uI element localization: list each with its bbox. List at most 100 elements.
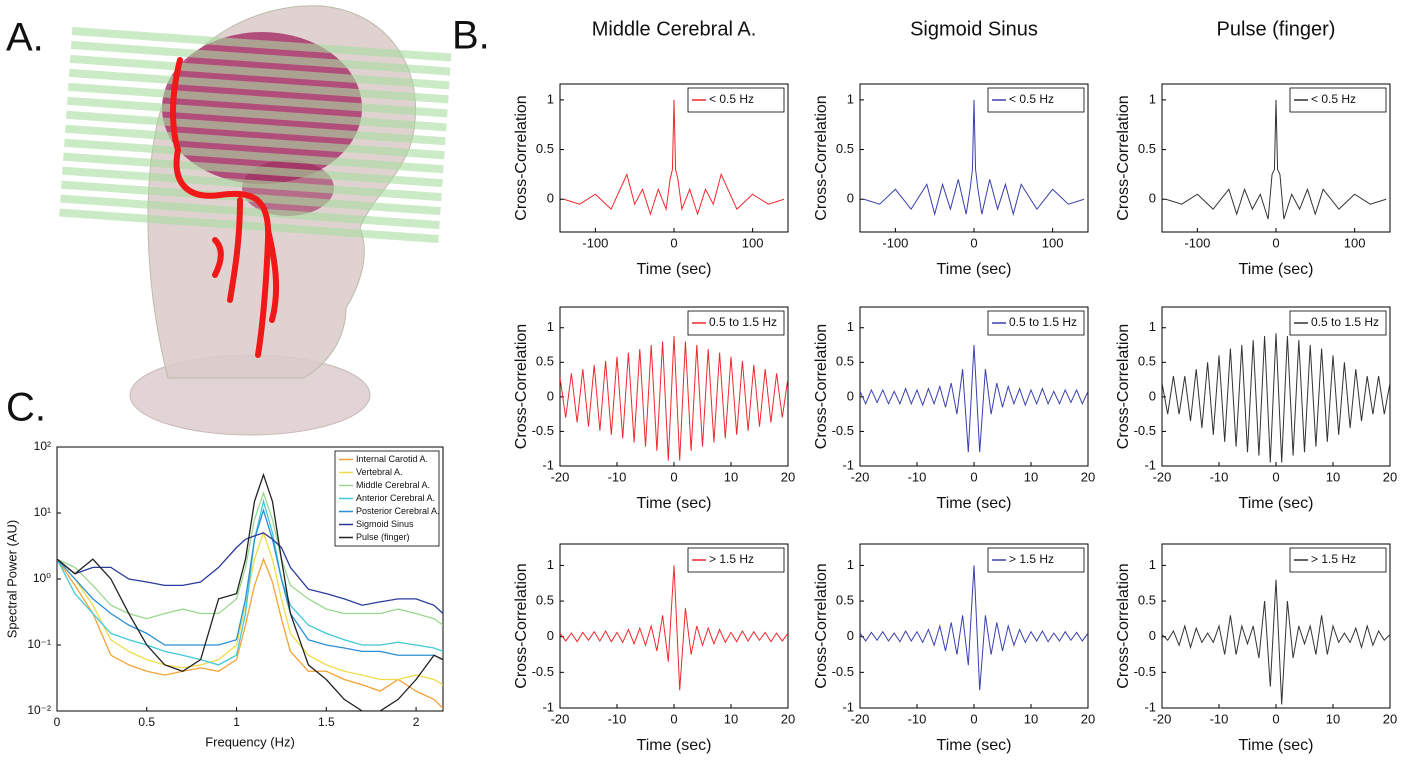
y-tick-label: 1 <box>1149 319 1156 334</box>
x-tick-label: -10 <box>908 711 927 726</box>
legend-label: 0.5 to 1.5 Hz <box>1311 315 1379 329</box>
data-line <box>1162 333 1390 463</box>
y-tick-label: -1 <box>842 457 854 472</box>
y-tick-label: 0.5 <box>536 592 554 607</box>
y-tick-label: 0.5 <box>1138 141 1156 156</box>
y-tick-label: 0 <box>1149 628 1156 643</box>
legend-label: Vertebral A. <box>356 467 403 477</box>
x-tick-label: -20 <box>851 469 870 484</box>
x-tick-label: 10 <box>1326 711 1340 726</box>
x-tick-label: 0 <box>970 235 977 250</box>
y-axis-label: Cross-Correlation <box>1115 563 1132 688</box>
x-tick-label: 10 <box>724 711 738 726</box>
x-tick-label: -10 <box>608 469 627 484</box>
y-axis-label: Cross-Correlation <box>813 95 830 220</box>
y-axis-label: Cross-Correlation <box>1115 95 1132 220</box>
y-tick-label: 0 <box>547 388 554 403</box>
legend-label: Middle Cerebral A. <box>356 480 430 490</box>
x-tick-label: 100 <box>1344 235 1366 250</box>
data-line <box>560 565 788 691</box>
head-rendering <box>59 5 452 436</box>
x-tick-label: 0 <box>970 469 977 484</box>
legend-box <box>1289 87 1387 113</box>
y-axis-label: Cross-Correlation <box>513 324 530 449</box>
y-axis-label: Cross-Correlation <box>813 563 830 688</box>
x-tick-label: 20 <box>1081 711 1095 726</box>
data-line <box>57 557 443 709</box>
y-tick-label: 1 <box>1149 91 1156 106</box>
y-tick-label: 0.5 <box>1138 354 1156 369</box>
data-line <box>57 532 443 614</box>
y-axis-label: Cross-Correlation <box>813 324 830 449</box>
x-tick-label: 20 <box>1081 469 1095 484</box>
x-tick-label: 2 <box>413 715 420 729</box>
x-axis-label: Frequency (Hz) <box>205 734 295 749</box>
y-axis-label: Spectral Power (AU) <box>4 520 19 638</box>
legend-label: Posterior Cerebral A. <box>356 506 440 516</box>
x-tick-label: -20 <box>851 711 870 726</box>
legend-label: > 1.5 Hz <box>709 552 754 566</box>
chart-title: Middle Cerebral A. <box>592 18 757 40</box>
chart-title: Sigmoid Sinus <box>910 18 1038 40</box>
data-line <box>1162 579 1390 705</box>
y-tick-label: 1 <box>847 557 854 572</box>
y-tick-label: 10² <box>34 439 51 453</box>
data-line <box>57 530 443 686</box>
legend-label: Internal Carotid A. <box>356 454 428 464</box>
y-tick-label: 0 <box>1149 388 1156 403</box>
y-tick-label: 1 <box>847 91 854 106</box>
x-axis-label: Time (sec) <box>637 737 712 754</box>
x-tick-label: 10 <box>1024 469 1038 484</box>
legend-label: < 0.5 Hz <box>1311 92 1356 106</box>
data-line <box>1165 99 1387 220</box>
y-tick-label: 0 <box>847 628 854 643</box>
y-axis-label: Cross-Correlation <box>513 563 530 688</box>
legend-label: Anterior Cerebral A. <box>356 493 435 503</box>
x-tick-label: 100 <box>1042 235 1064 250</box>
data-line <box>560 336 788 461</box>
x-tick-label: -100 <box>1184 235 1210 250</box>
data-line <box>863 99 1085 217</box>
data-line <box>860 565 1088 691</box>
x-axis-label: Time (sec) <box>937 261 1012 278</box>
y-tick-label: -1 <box>842 699 854 714</box>
x-tick-label: 0 <box>970 711 977 726</box>
x-tick-label: 10 <box>1326 469 1340 484</box>
panel-label: A. <box>6 16 44 60</box>
data-line <box>57 498 443 666</box>
legend-label: < 0.5 Hz <box>709 92 754 106</box>
panel-label: B. <box>452 14 490 58</box>
y-tick-label: 0.5 <box>836 592 854 607</box>
y-tick-label: 10⁻² <box>27 703 51 717</box>
legend-label: Pulse (finger) <box>356 532 410 542</box>
x-tick-label: -100 <box>582 235 608 250</box>
y-tick-label: 10⁻¹ <box>27 637 51 651</box>
x-tick-label: 0 <box>670 235 677 250</box>
y-tick-label: 1 <box>547 91 554 106</box>
y-tick-label: 1 <box>1149 557 1156 572</box>
x-tick-label: -20 <box>551 469 570 484</box>
x-tick-label: 0 <box>54 715 61 729</box>
y-tick-label: -0.5 <box>832 664 854 679</box>
y-tick-label: 0 <box>547 191 554 206</box>
x-tick-label: 0 <box>1272 711 1279 726</box>
x-axis-label: Time (sec) <box>937 737 1012 754</box>
data-line <box>57 472 443 711</box>
y-tick-label: 0 <box>547 628 554 643</box>
y-tick-label: 1 <box>847 319 854 334</box>
x-tick-label: 20 <box>781 711 795 726</box>
y-tick-label: -1 <box>542 699 554 714</box>
y-tick-label: -0.5 <box>1134 664 1156 679</box>
y-tick-label: -0.5 <box>532 664 554 679</box>
x-tick-label: 10 <box>724 469 738 484</box>
x-tick-label: -10 <box>608 711 627 726</box>
y-tick-label: -0.5 <box>1134 423 1156 438</box>
x-tick-label: -10 <box>908 469 927 484</box>
y-tick-label: 0.5 <box>836 141 854 156</box>
panel-label: C. <box>6 386 46 430</box>
y-axis-label: Cross-Correlation <box>513 95 530 220</box>
x-tick-label: -20 <box>1153 711 1172 726</box>
legend-label: Sigmoid Sinus <box>356 519 414 529</box>
x-tick-label: -10 <box>1210 711 1229 726</box>
